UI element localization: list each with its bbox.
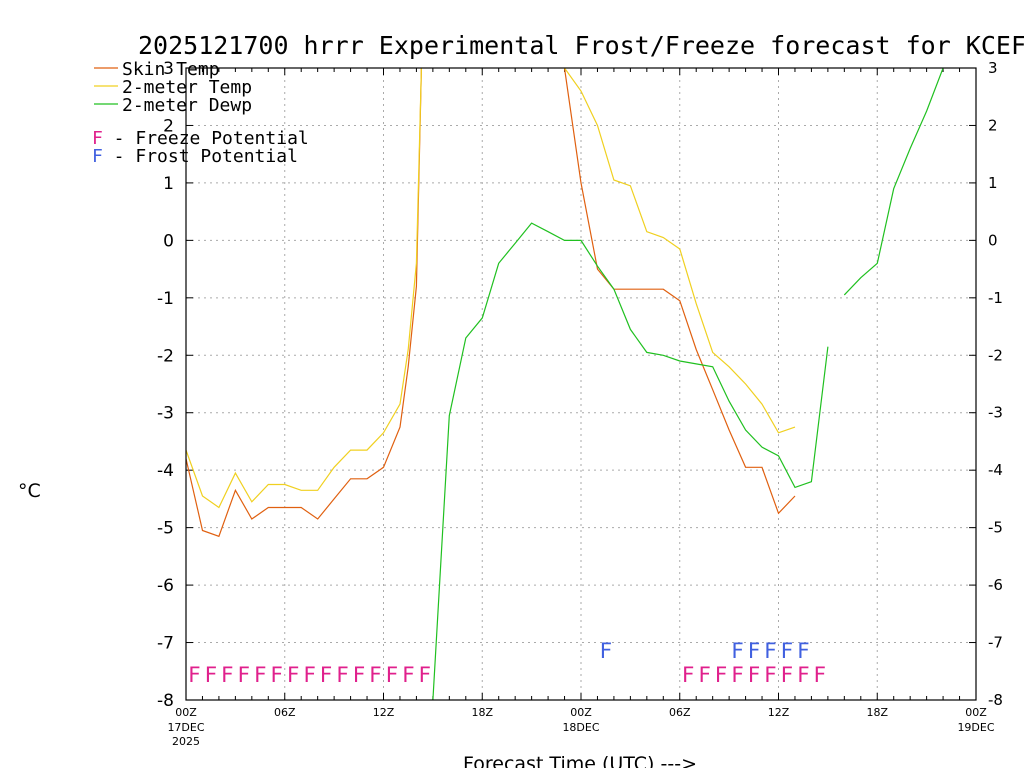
x-tick-label: 12Z <box>373 706 395 719</box>
frost-flag: F <box>797 639 810 663</box>
freeze-flag: F <box>188 663 201 687</box>
y-tick-label-left: -2 <box>157 346 174 366</box>
x-tick-label: 00Z <box>175 706 197 719</box>
freeze-flag: F <box>353 663 366 687</box>
freeze-flag: F <box>781 663 794 687</box>
x-tick-date: 19DEC <box>957 721 994 734</box>
y-tick-label-right: -6 <box>988 576 1003 594</box>
freeze-flag: F <box>386 663 399 687</box>
series-lines <box>186 68 944 700</box>
series-line-2-meter-dewp <box>843 68 944 296</box>
legend-label: 2-meter Dewp <box>122 95 252 116</box>
y-tick-label-left: -8 <box>157 691 174 711</box>
series-line-2-meter-temp <box>186 68 422 509</box>
x-axis-label: Forecast Time (UTC) ---> <box>463 753 697 768</box>
y-tick-label-right: -2 <box>988 346 1003 364</box>
frost-flag: F <box>764 639 777 663</box>
y-tick-label-left: -3 <box>157 404 174 424</box>
series-line-skin-temp <box>186 68 422 538</box>
freeze-flag: F <box>221 663 234 687</box>
y-tick-label-left: -7 <box>157 634 174 654</box>
y-tick-label-right: -3 <box>988 404 1003 422</box>
frost-flag: F <box>748 639 761 663</box>
frost-flag: F <box>731 639 744 663</box>
y-tick-label-right: 2 <box>988 116 998 134</box>
grid-lines <box>185 67 977 701</box>
x-tick-label: 00Z <box>965 706 987 719</box>
plot-frame <box>185 67 977 701</box>
freeze-flag: F <box>369 663 382 687</box>
freeze-flag: F <box>764 663 777 687</box>
y-tick-label-left: -1 <box>157 289 174 309</box>
freeze-flag: F <box>320 663 333 687</box>
series-line-2-meter-dewp <box>432 222 829 700</box>
frost-freeze-flags: F F F F F F F F F F F F F F F F F F F F F F F FF F F F F F <box>188 639 826 687</box>
x-tick-date: 18DEC <box>562 721 599 734</box>
y-tick-label-left: -6 <box>157 576 174 596</box>
freeze-flag: F <box>797 663 810 687</box>
y-tick-label-right: -7 <box>988 634 1003 652</box>
legend-label: 2-meter Temp <box>122 77 252 98</box>
y-tick-label-left: 2 <box>163 116 174 136</box>
flag-legend-entry: F - Frost Potential <box>92 146 298 167</box>
freeze-flag: F <box>237 663 250 687</box>
x-tick-label: 18Z <box>866 706 888 719</box>
frost-flag: F <box>599 639 612 663</box>
freeze-flag: F <box>731 663 744 687</box>
flag-legend-entry: F - Freeze Potential <box>92 128 309 149</box>
y-tick-label-right: -1 <box>988 289 1003 307</box>
x-tick-label: 18Z <box>471 706 493 719</box>
freeze-flag: F <box>287 663 300 687</box>
y-tick-label-left: -4 <box>157 461 174 481</box>
y-tick-labels: -8 -8 -7 -7 -6 -6 -5 -5 -4 -4 -3 -3 -2 -2 -1 -1 0 0 1 1 2 2 3 3 <box>157 59 1003 711</box>
y-tick-label-right: -5 <box>988 519 1003 537</box>
y-axis-label: °C <box>18 480 41 502</box>
freeze-flag: F <box>303 663 316 687</box>
x-tick-label: 00Z <box>570 706 592 719</box>
legend-label: Skin Temp <box>122 59 220 80</box>
y-tick-label-left: -5 <box>157 519 174 539</box>
x-tick-label: 06Z <box>274 706 296 719</box>
freeze-flag: F <box>254 663 267 687</box>
series-line-skin-temp <box>563 68 796 515</box>
x-tick-label: 06Z <box>669 706 691 719</box>
y-tick-label-right: 3 <box>988 59 998 77</box>
freeze-flag: F <box>418 663 431 687</box>
freeze-flag: F <box>813 663 826 687</box>
y-tick-label-left: 0 <box>163 231 174 251</box>
freeze-flag: F <box>698 663 711 687</box>
freeze-flag: F <box>748 663 761 687</box>
freeze-flag: F <box>715 663 728 687</box>
x-tick-label: 12Z <box>768 706 790 719</box>
freeze-flag: F <box>204 663 217 687</box>
freeze-flag: F <box>682 663 695 687</box>
y-tick-label-right: -4 <box>988 461 1003 479</box>
y-tick-label-left: 3 <box>163 59 174 79</box>
y-tick-label-left: 1 <box>163 174 174 194</box>
frost-flag: F <box>781 639 794 663</box>
x-tick-year: 2025 <box>172 735 200 748</box>
freeze-flag: F <box>402 663 415 687</box>
chart-title: 2025121700 hrrr Experimental Frost/Freez… <box>138 31 1024 60</box>
y-tick-label-right: -8 <box>988 691 1003 709</box>
series-line-2-meter-temp <box>564 68 796 434</box>
y-tick-label-right: 0 <box>988 231 998 249</box>
freeze-flag: F <box>270 663 283 687</box>
y-tick-label-right: 1 <box>988 174 998 192</box>
freeze-flag: F <box>336 663 349 687</box>
x-tick-date: 17DEC <box>167 721 204 734</box>
